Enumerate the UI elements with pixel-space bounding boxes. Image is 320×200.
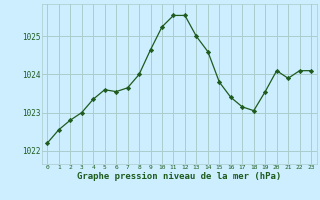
X-axis label: Graphe pression niveau de la mer (hPa): Graphe pression niveau de la mer (hPa)	[77, 172, 281, 181]
